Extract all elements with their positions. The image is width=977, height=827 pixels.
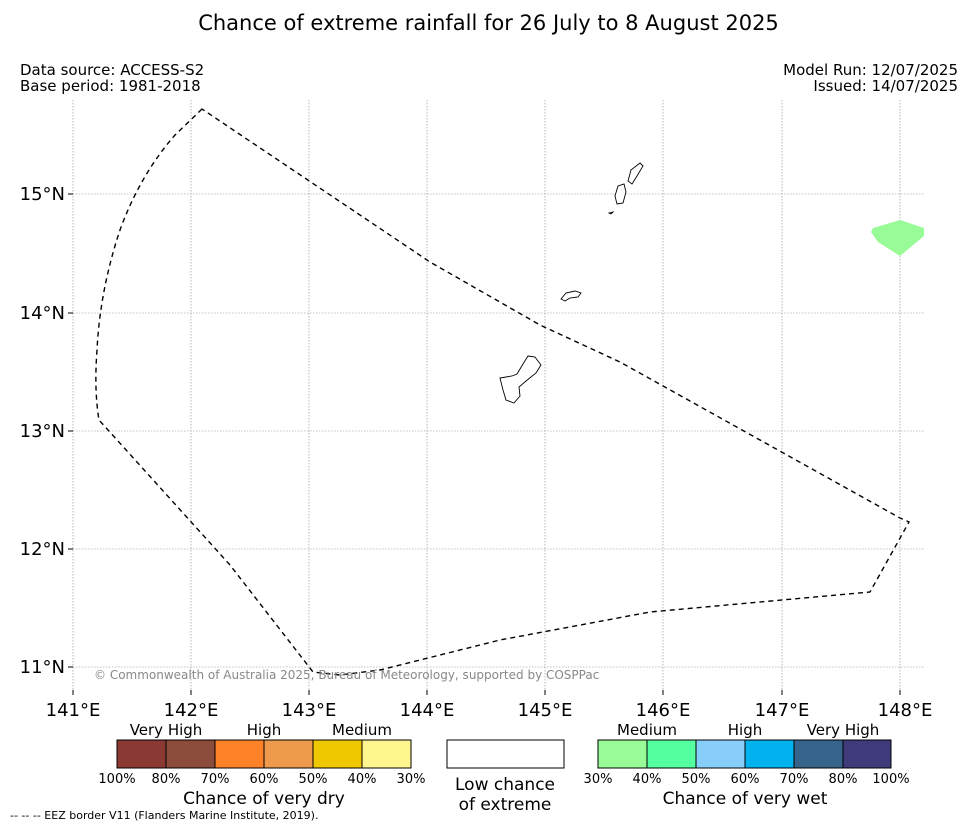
map-gridlines <box>72 100 924 690</box>
wet-level-label: High <box>728 721 762 739</box>
copyright-notice: © Commonwealth of Australia 2025, Bureau… <box>94 668 599 682</box>
lat-label: 11°N <box>20 657 65 678</box>
lat-label: 15°N <box>20 184 65 205</box>
lon-label: 142°E <box>164 700 219 721</box>
islands <box>499 162 644 404</box>
wet-swatch <box>842 739 892 769</box>
dry-swatch <box>214 739 265 769</box>
wet-tick-label: 40% <box>633 772 662 787</box>
dry-tick-label: 80% <box>152 772 181 787</box>
lon-label: 145°E <box>518 700 573 721</box>
wet-tick-label: 80% <box>829 772 858 787</box>
dry-swatch <box>361 739 412 769</box>
island-guam <box>499 355 542 404</box>
lon-label: 148°E <box>878 700 933 721</box>
lat-label: 13°N <box>20 421 65 442</box>
wet-swatch <box>646 739 697 769</box>
chart-title: Chance of extreme rainfall for 26 July t… <box>198 11 779 35</box>
dry-level-label: Medium <box>332 721 392 739</box>
wet-level-label: Very High <box>807 721 880 739</box>
eez-border <box>95 108 910 676</box>
dry-caption: Chance of very dry <box>183 789 345 809</box>
low-chance-swatch <box>446 739 565 769</box>
dry-colorbar <box>116 739 412 769</box>
wet-tick-label: 100% <box>872 772 909 787</box>
dry-tick-label: 70% <box>201 772 230 787</box>
dry-tick-label: 30% <box>397 772 426 787</box>
lon-label: 146°E <box>636 700 691 721</box>
data-source: Data source: ACCESS-S2 <box>20 61 205 79</box>
wet-colorbar <box>597 739 892 769</box>
lat-label: 14°N <box>20 303 65 324</box>
dry-tick-label: 100% <box>98 772 135 787</box>
wet-tick-label: 60% <box>731 772 760 787</box>
wet-swatch <box>695 739 746 769</box>
island-aguijan <box>607 211 615 215</box>
island-rota <box>560 290 582 302</box>
base-period: Base period: 1981-2018 <box>20 77 201 95</box>
lon-label: 144°E <box>400 700 455 721</box>
dry-level-label: High <box>247 721 281 739</box>
dry-tick-label: 50% <box>299 772 328 787</box>
dry-swatch <box>312 739 363 769</box>
eez-footnote: -- -- -- EEZ border V11 (Flanders Marine… <box>10 809 319 822</box>
wet-swatch <box>597 739 648 769</box>
wet-tick-label: 50% <box>682 772 711 787</box>
wet-tick-label: 70% <box>780 772 809 787</box>
wet-caption: Chance of very wet <box>663 789 828 809</box>
island-saipan <box>627 162 644 185</box>
low-chance-caption: of extreme <box>459 795 552 815</box>
lon-label: 143°E <box>282 700 337 721</box>
wet-swatch <box>744 739 795 769</box>
dry-swatch <box>116 739 167 769</box>
wet-area <box>871 220 924 256</box>
lon-label: 141°E <box>46 700 101 721</box>
dry-level-label: Very High <box>130 721 203 739</box>
dry-swatch <box>165 739 216 769</box>
dry-tick-label: 60% <box>250 772 279 787</box>
lon-label: 147°E <box>755 700 810 721</box>
model-run: Model Run: 12/07/2025 <box>783 61 958 79</box>
island-tinian <box>614 183 627 205</box>
issued-date: Issued: 14/07/2025 <box>813 77 958 95</box>
wet-tick-label: 30% <box>584 772 613 787</box>
wet-level-label: Medium <box>617 721 677 739</box>
dry-swatch <box>263 739 314 769</box>
lat-label: 12°N <box>20 539 65 560</box>
wet-swatch <box>793 739 844 769</box>
axis-ticks <box>68 193 901 695</box>
dry-tick-label: 40% <box>348 772 377 787</box>
low-chance-caption: Low chance <box>455 775 555 795</box>
